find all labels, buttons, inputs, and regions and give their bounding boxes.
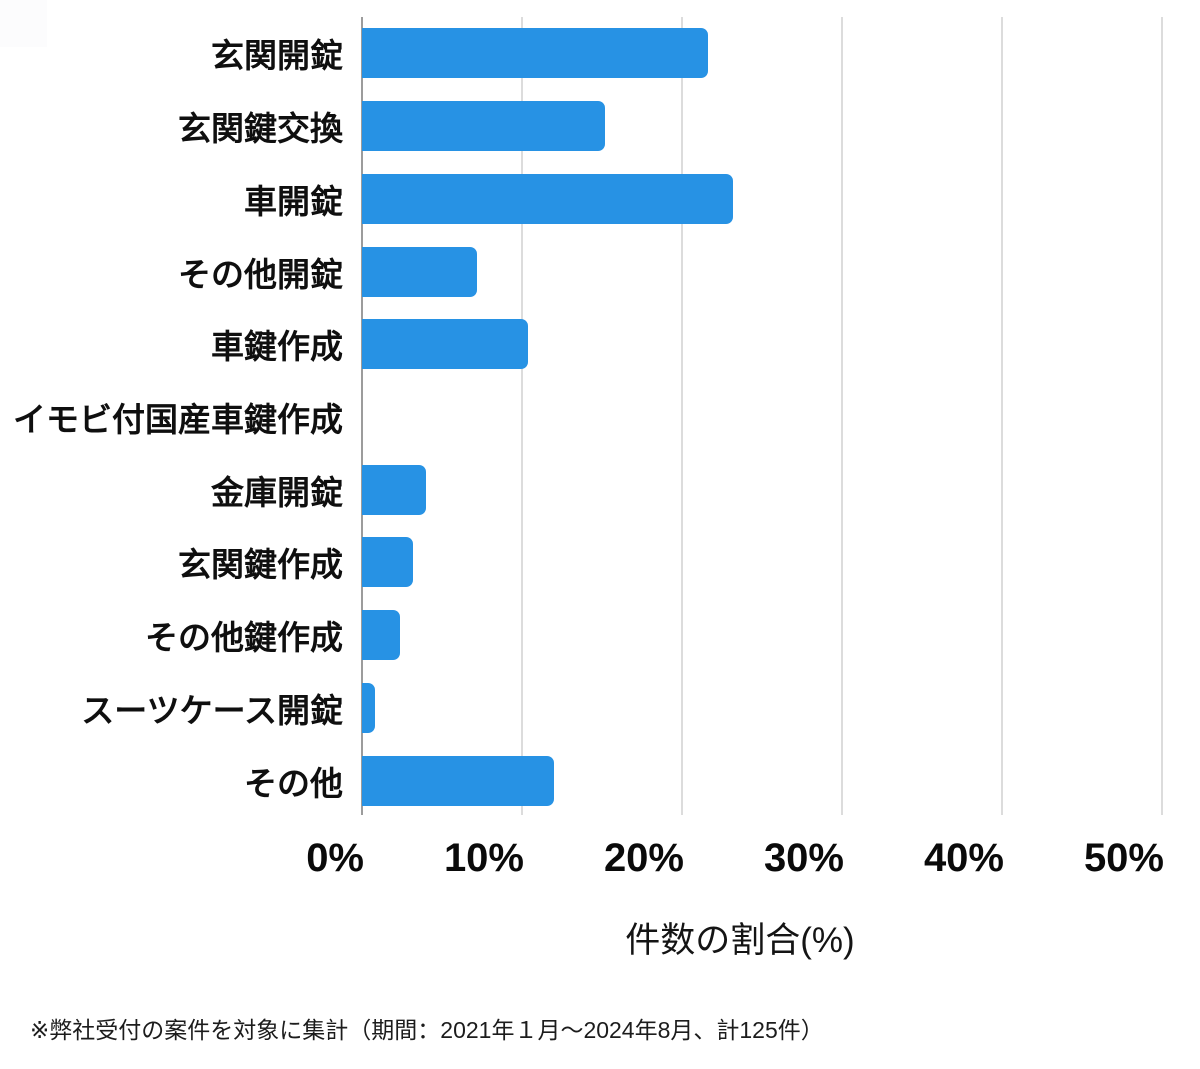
gridline [841, 17, 843, 815]
x-tick-label: 50% [1083, 836, 1164, 880]
bar [362, 537, 414, 588]
y-axis-line [361, 17, 363, 815]
category-label: 金庫開錠 [211, 473, 343, 511]
x-tick-label: 40% [923, 836, 1004, 880]
category-label: 車開錠 [244, 182, 343, 220]
chart-row: 玄関鍵作成 [0, 526, 1200, 599]
bar [362, 101, 606, 152]
category-label: 玄関鍵作成 [178, 546, 343, 584]
x-tick-label: 20% [603, 836, 684, 880]
chart-row: 車鍵作成 [0, 308, 1200, 381]
category-label: その他開錠 [178, 255, 343, 293]
bar [362, 246, 478, 297]
gridline [521, 17, 523, 815]
bar [362, 682, 375, 733]
category-label: その他 [244, 764, 343, 802]
category-label: スーツケース開錠 [81, 691, 343, 729]
chart-row: その他鍵作成 [0, 599, 1200, 672]
gridline [681, 17, 683, 815]
chart-row: その他開錠 [0, 235, 1200, 308]
chart-row: 金庫開錠 [0, 453, 1200, 526]
chart-row: スーツケース開錠 [0, 672, 1200, 745]
bar [362, 464, 426, 515]
corner-artifact [0, 0, 47, 47]
x-tick-label: 10% [443, 836, 524, 880]
bar [362, 755, 554, 806]
category-label: 玄関鍵交換 [178, 110, 343, 148]
category-label: その他鍵作成 [145, 619, 343, 657]
bar [362, 28, 708, 79]
bar [362, 319, 529, 370]
x-tick-label: 30% [763, 836, 844, 880]
bar [362, 173, 734, 224]
footnote: ※弊社受付の案件を対象に集計（期間：2021年１月～2024年8月、計125件） [30, 1017, 824, 1043]
chart-row: イモビ付国産車鍵作成 [0, 381, 1200, 454]
chart-row: 玄関鍵交換 [0, 90, 1200, 163]
gridline [1161, 17, 1163, 815]
chart-row: その他 [0, 744, 1200, 817]
x-axis-title: 件数の割合(%) [625, 921, 855, 960]
chart-row: 玄関開錠 [0, 17, 1200, 90]
category-label: 玄関開錠 [211, 37, 343, 75]
chart-row: 車開錠 [0, 162, 1200, 235]
x-tick-label: 0% [306, 836, 364, 880]
category-label: 車鍵作成 [211, 328, 343, 366]
category-label: イモビ付国産車鍵作成 [13, 400, 343, 438]
bar [362, 610, 401, 661]
gridline [1001, 17, 1003, 815]
